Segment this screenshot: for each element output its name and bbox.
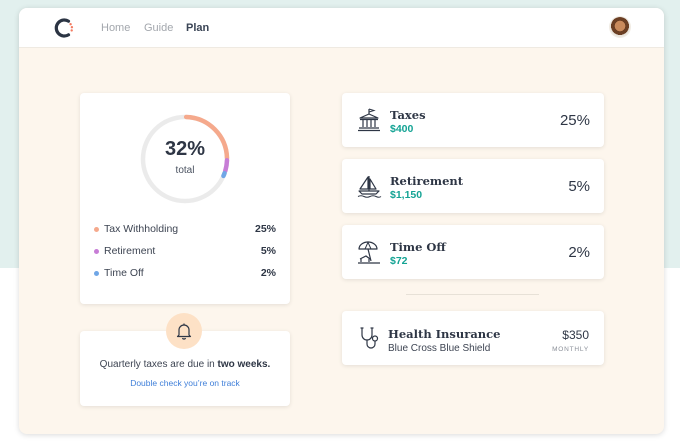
category-amount: $1,150 bbox=[390, 189, 423, 201]
app-window: Home Guide Plan 32% total Tax Withholdin… bbox=[19, 8, 664, 434]
legend-percent: 2% bbox=[260, 267, 276, 279]
category-percent: 2% bbox=[568, 244, 590, 261]
legend-dot bbox=[94, 271, 99, 276]
insurance-price: $350 bbox=[562, 328, 589, 342]
category-amount: $72 bbox=[390, 255, 408, 267]
sailboat-icon bbox=[357, 176, 382, 198]
legend-label: Retirement bbox=[104, 245, 156, 257]
legend-label: Time Off bbox=[104, 267, 144, 279]
category-percent: 25% bbox=[559, 112, 590, 129]
brand-logo-icon[interactable] bbox=[53, 17, 75, 39]
section-divider bbox=[406, 294, 539, 295]
reminder-text: Quarterly taxes are due in two weeks. bbox=[99, 359, 271, 370]
category-card-time-off[interactable]: Time Off $72 2% bbox=[342, 225, 604, 279]
insurance-card[interactable]: Health Insurance Blue Cross Blue Shield … bbox=[342, 311, 604, 365]
courthouse-icon bbox=[358, 108, 380, 132]
category-title: Time Off bbox=[390, 240, 446, 254]
legend-percent: 5% bbox=[260, 245, 276, 257]
top-nav: Home Guide Plan bbox=[19, 8, 664, 48]
user-avatar-icon[interactable] bbox=[610, 17, 630, 37]
donut-chart bbox=[140, 114, 230, 204]
category-amount: $400 bbox=[390, 123, 414, 135]
legend-item-time-off: Time Off 2% bbox=[94, 267, 276, 281]
category-card-taxes[interactable]: Taxes $400 25% bbox=[342, 93, 604, 147]
nav-guide-link[interactable]: Guide bbox=[144, 22, 174, 34]
category-percent: 5% bbox=[568, 178, 590, 195]
category-title: Retirement bbox=[390, 174, 464, 188]
bell-icon bbox=[176, 323, 192, 340]
legend-dot bbox=[94, 227, 99, 232]
donut-segment-retirement bbox=[140, 114, 230, 204]
nav-plan-link[interactable]: Plan bbox=[186, 22, 210, 34]
legend-item-tax-withholding: Tax Withholding 25% bbox=[94, 223, 276, 237]
beach-umbrella-icon bbox=[358, 241, 380, 264]
legend-dot bbox=[94, 249, 99, 254]
legend-item-retirement: Retirement 5% bbox=[94, 245, 276, 259]
category-title: Taxes bbox=[390, 108, 426, 122]
total-label: total bbox=[175, 165, 195, 176]
legend-label: Tax Withholding bbox=[104, 223, 179, 235]
nav-home-link[interactable]: Home bbox=[101, 22, 131, 34]
insurance-provider: Blue Cross Blue Shield bbox=[388, 343, 491, 354]
total-percent: 32% bbox=[164, 138, 206, 160]
insurance-title: Health Insurance bbox=[388, 327, 501, 341]
legend-percent: 25% bbox=[254, 223, 276, 235]
insurance-period: MONTHLY bbox=[552, 346, 589, 353]
stethoscope-icon bbox=[360, 327, 379, 349]
check-on-track-link[interactable]: Double check you’re on track bbox=[130, 378, 240, 388]
summary-card: 32% total Tax Withholding 25% Retirement… bbox=[80, 93, 290, 304]
category-card-retirement[interactable]: Retirement $1,150 5% bbox=[342, 159, 604, 213]
bell-badge bbox=[166, 313, 202, 349]
